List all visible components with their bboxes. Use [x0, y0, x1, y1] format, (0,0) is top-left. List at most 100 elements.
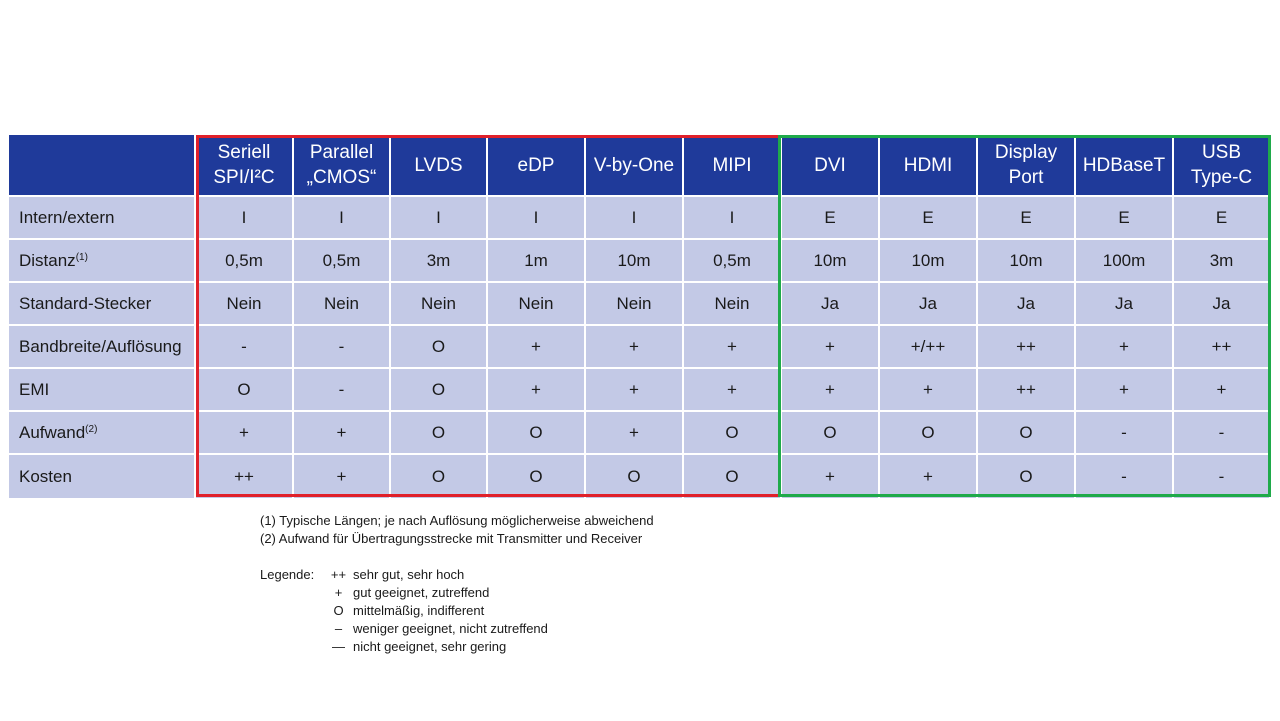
table-cell: ++ — [978, 369, 1076, 412]
table-cell: 10m — [978, 240, 1076, 283]
table-row: Distanz(1) 0,5m 0,5m 3m 1m 10m 0,5m 10m 10m 10m 10… — [9, 240, 1269, 283]
table-cell: O — [978, 412, 1076, 455]
table-cell: E — [782, 197, 880, 240]
table-row: Aufwand(2) + + O O + O O O O - - — [9, 412, 1269, 455]
table-cell: + — [196, 412, 294, 455]
legend-row: O mittelmäßig, indifferent — [260, 602, 548, 620]
table-cell: Nein — [196, 283, 294, 326]
table-row: EMI O - O + + + + + ++ + + — [9, 369, 1269, 412]
table-cell: + — [684, 326, 782, 369]
table-cell: ++ — [1174, 326, 1269, 369]
legend-symbol: – — [334, 621, 343, 636]
table-cell: - — [1076, 412, 1174, 455]
table-cell: ++ — [196, 455, 294, 498]
table-cell: Nein — [684, 283, 782, 326]
table-cell: E — [1174, 197, 1269, 240]
comparison-table: Seriell SPI/I²C Parallel „CMOS“ LVDS eDP V… — [9, 135, 1269, 498]
table-cell: O — [488, 412, 586, 455]
table-row: Standard-Stecker Nein Nein Nein Nein Nein Nein… — [9, 283, 1269, 326]
legend-text: mittelmäßig, indifferent — [353, 603, 485, 618]
table-cell: 0,5m — [294, 240, 391, 283]
legend-symbol: + — [334, 585, 343, 600]
table-cell: 0,5m — [196, 240, 294, 283]
table-cell: Ja — [782, 283, 880, 326]
col-header-hdbaset: HDBaseT — [1076, 135, 1174, 197]
table-cell: + — [880, 369, 978, 412]
col-header-usb-type-c: USB Type-C — [1174, 135, 1269, 197]
table-cell: - — [1076, 455, 1174, 498]
table-cell: O — [391, 455, 488, 498]
table-cell: + — [782, 369, 880, 412]
row-label: Bandbreite/Auflösung — [9, 326, 196, 369]
table-cell: I — [684, 197, 782, 240]
table-cell: O — [782, 412, 880, 455]
legend-row: — nicht geeignet, sehr gering — [260, 638, 548, 656]
table-cell: Nein — [488, 283, 586, 326]
table-cell: - — [196, 326, 294, 369]
table-cell: 1m — [488, 240, 586, 283]
table-cell: 0,5m — [684, 240, 782, 283]
table-cell: Ja — [1076, 283, 1174, 326]
table-cell: + — [782, 326, 880, 369]
legend-text: weniger geeignet, nicht zutreffend — [353, 621, 548, 636]
table-cell: O — [391, 412, 488, 455]
table-cell: O — [488, 455, 586, 498]
table-cell: + — [586, 326, 684, 369]
table-cell: E — [978, 197, 1076, 240]
col-header-parallel: Parallel „CMOS“ — [294, 135, 391, 197]
table-cell: - — [294, 369, 391, 412]
table-cell: O — [391, 369, 488, 412]
table-cell: + — [294, 455, 391, 498]
table-cell: ++ — [978, 326, 1076, 369]
table-row: Intern/extern I I I I I I E E E E E — [9, 197, 1269, 240]
col-header-displayport: Display Port — [978, 135, 1076, 197]
legend-symbol: ++ — [330, 567, 347, 582]
footnote-2: (2) Aufwand für Übertragungsstrecke mit … — [260, 531, 643, 546]
legend-text: gut geeignet, zutreffend — [353, 585, 490, 600]
row-label: Distanz(1) — [9, 240, 196, 283]
footnotes: (1) Typische Längen; je nach Auflösung m… — [260, 512, 654, 548]
row-label: Intern/extern — [9, 197, 196, 240]
table-cell: + — [1174, 369, 1269, 412]
table-cell: E — [880, 197, 978, 240]
table-cell: + — [782, 455, 880, 498]
table-cell: + — [684, 369, 782, 412]
table-cell: Ja — [1174, 283, 1269, 326]
table-cell: I — [586, 197, 684, 240]
table-cell: 100m — [1076, 240, 1174, 283]
table-cell: I — [391, 197, 488, 240]
table-cell: I — [196, 197, 294, 240]
legend-text: sehr gut, sehr hoch — [353, 567, 465, 582]
header-row: Seriell SPI/I²C Parallel „CMOS“ LVDS eDP V… — [9, 135, 1269, 197]
col-header-vbyone: V-by-One — [586, 135, 684, 197]
table-cell: + — [586, 412, 684, 455]
table-cell: - — [1174, 412, 1269, 455]
table-cell: I — [488, 197, 586, 240]
table-cell: +/++ — [880, 326, 978, 369]
legend-title: Legende: — [260, 567, 315, 582]
table-cell: 3m — [1174, 240, 1269, 283]
row-label: Aufwand(2) — [9, 412, 196, 455]
legend-symbol: — — [332, 639, 345, 654]
table-cell: + — [488, 369, 586, 412]
table-cell: + — [1076, 369, 1174, 412]
legend-row: + gut geeignet, zutreffend — [260, 584, 548, 602]
legend-row: – weniger geeignet, nicht zutreffend — [260, 620, 548, 638]
header-corner — [9, 135, 196, 197]
table-cell: + — [294, 412, 391, 455]
col-header-dvi: DVI — [782, 135, 880, 197]
table-cell: O — [978, 455, 1076, 498]
table-row: Kosten ++ + O O O O + + O - - — [9, 455, 1269, 498]
legend: Legende: ++ sehr gut, sehr hoch + gut ge… — [260, 566, 548, 656]
legend-symbol: O — [333, 603, 344, 618]
table-cell: 10m — [880, 240, 978, 283]
table-cell: + — [488, 326, 586, 369]
footnote-marker: (2) — [85, 423, 98, 435]
table-cell: + — [1076, 326, 1174, 369]
legend-row: Legende: ++ sehr gut, sehr hoch — [260, 566, 548, 584]
col-header-edp: eDP — [488, 135, 586, 197]
table-cell: + — [880, 455, 978, 498]
table-cell: O — [880, 412, 978, 455]
footnote-marker: (1) — [75, 251, 88, 263]
col-header-lvds: LVDS — [391, 135, 488, 197]
